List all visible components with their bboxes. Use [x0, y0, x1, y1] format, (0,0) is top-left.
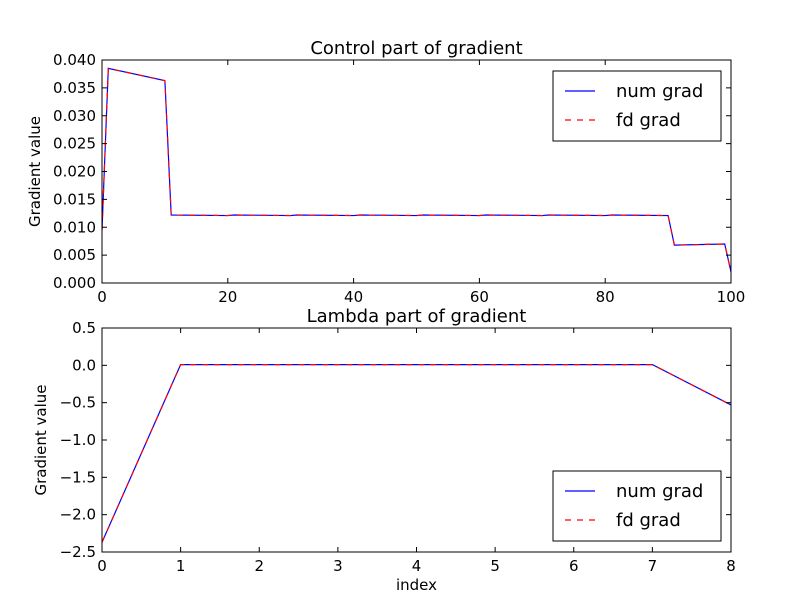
y-tick-label: 0.020: [53, 163, 96, 181]
y-tick-label: −1.0: [60, 431, 96, 449]
legend-box: [552, 70, 722, 142]
y-tick-label: 0.035: [53, 79, 96, 97]
legend-label: fd grad: [616, 110, 681, 131]
x-tick-label: 5: [490, 557, 500, 575]
legend-box: [552, 470, 722, 542]
chart-title: Lambda part of gradient: [307, 306, 527, 327]
y-tick-label: 0.5: [72, 319, 96, 337]
x-axis-label: index: [396, 576, 437, 594]
x-tick-label: 8: [726, 557, 736, 575]
y-tick-label: 0.010: [53, 218, 96, 236]
y-tick-label: 0.0: [72, 356, 96, 374]
chart-title: Control part of gradient: [310, 38, 522, 59]
x-tick-label: 1: [176, 557, 186, 575]
legend-label: fd grad: [616, 510, 681, 531]
subplot-2: 0 1 2 3 4 5 6 7 8 −2.5 −2.0 −1.5 −1.0 −0.5 0.0 0.5 Lambd…: [32, 306, 736, 594]
y-tick-label: 0.025: [53, 135, 96, 153]
legend: num grad fd grad: [552, 470, 722, 542]
x-tick-label: 0: [97, 557, 107, 575]
x-tick-label: 20: [218, 288, 237, 306]
subplot-1: 0 20 40 60 80 100 0.000 0.005 0.010 0.015 0.020 0.0…: [26, 38, 745, 306]
x-tick-label: 4: [412, 557, 422, 575]
y-tick-label: 0.030: [53, 107, 96, 125]
x-tick-label: 100: [717, 288, 746, 306]
y-tick-label: −1.5: [60, 468, 96, 486]
legend-label: num grad: [616, 81, 703, 102]
y-tick-label: 0.040: [53, 51, 96, 69]
x-tick-label: 40: [344, 288, 363, 306]
x-tick-label: 3: [333, 557, 343, 575]
series-line-fd-grad: [102, 67, 731, 272]
y-tick-label: 0.000: [53, 274, 96, 292]
y-tick-label: −2.5: [60, 543, 96, 561]
x-tick-label: 7: [648, 557, 658, 575]
y-tick-label: −2.0: [60, 506, 96, 524]
x-tick-label: 0: [97, 288, 107, 306]
series-line-fd-grad: [102, 363, 731, 543]
y-tick-label: 0.005: [53, 246, 96, 264]
y-tick-label: 0.015: [53, 190, 96, 208]
x-tick-label: 60: [470, 288, 489, 306]
x-tick-label: 2: [254, 557, 264, 575]
x-tick-label: 80: [596, 288, 615, 306]
x-tick-label: 6: [569, 557, 579, 575]
legend-label: num grad: [616, 481, 703, 502]
y-axis-label: Gradient value: [32, 384, 50, 495]
y-axis-label: Gradient value: [26, 116, 44, 227]
y-tick-label: −0.5: [60, 394, 96, 412]
legend: num grad fd grad: [552, 70, 722, 142]
